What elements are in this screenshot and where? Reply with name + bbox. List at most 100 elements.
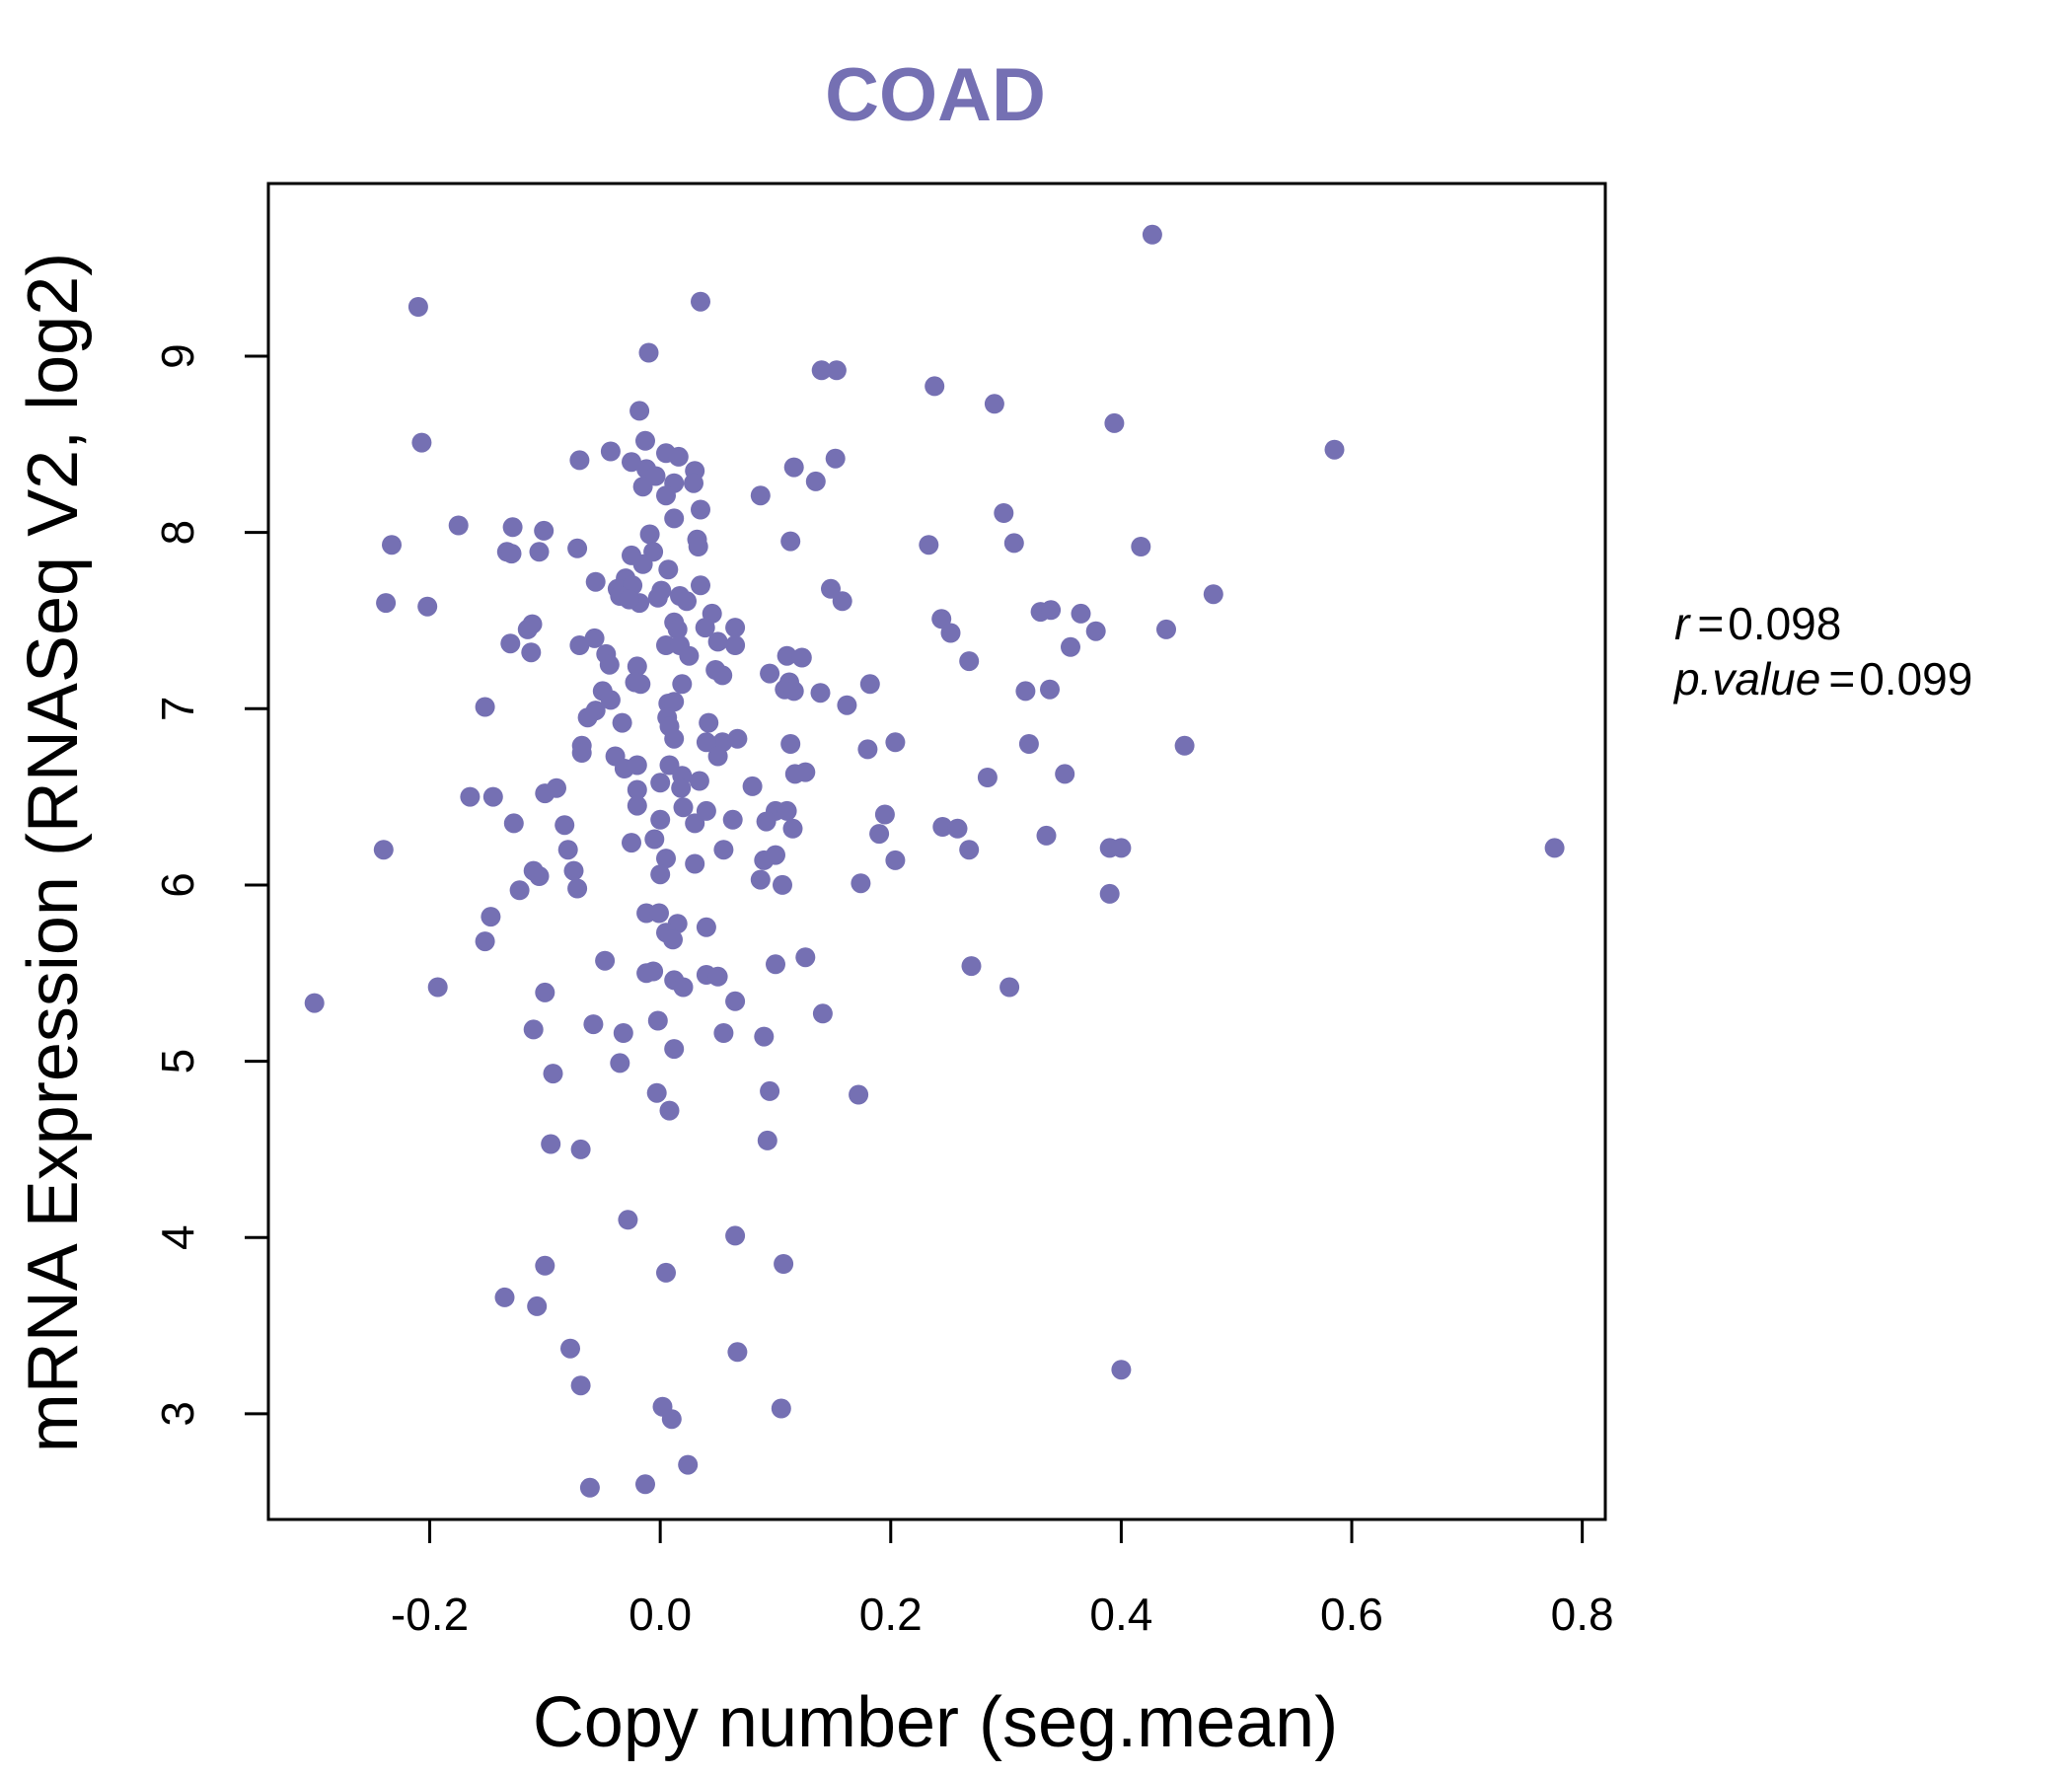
data-point: [1041, 600, 1062, 621]
data-point: [773, 874, 792, 895]
data-point: [500, 633, 521, 654]
data-point: [1203, 584, 1223, 605]
data-point: [760, 1080, 780, 1101]
data-point: [959, 651, 980, 672]
data-point: [812, 1003, 833, 1024]
data-point: [783, 681, 804, 702]
data-point: [627, 656, 647, 677]
data-point: [750, 869, 771, 890]
data-point: [805, 471, 826, 491]
data-point: [795, 947, 816, 968]
data-point: [760, 663, 780, 684]
data-point: [509, 880, 530, 901]
data-point: [529, 866, 550, 886]
svg-text:p.value=0.099: p.value =0.099: [1672, 653, 1972, 704]
y-tick-label: 7: [152, 697, 203, 722]
data-point: [869, 824, 890, 845]
p-label: p.value: [1672, 653, 1820, 704]
data-point: [947, 818, 968, 839]
x-tick-label: 0.8: [1551, 1589, 1614, 1640]
data-point: [713, 840, 734, 860]
data-point: [695, 618, 715, 638]
data-point: [672, 674, 693, 695]
data-point: [376, 593, 397, 614]
data-point: [571, 743, 592, 763]
data-point: [684, 473, 703, 493]
data-point: [931, 609, 952, 629]
data-point: [658, 559, 679, 580]
data-point: [304, 993, 325, 1013]
data-point: [713, 1023, 734, 1043]
data-point: [727, 728, 748, 749]
data-point: [618, 1210, 638, 1230]
data-point: [632, 477, 653, 497]
y-tick-label: 4: [152, 1224, 203, 1250]
data-point: [1111, 1360, 1132, 1380]
data-point: [627, 795, 647, 816]
data-point: [821, 578, 841, 599]
data-point: [685, 853, 705, 874]
data-point: [585, 571, 606, 592]
data-point: [407, 297, 428, 317]
data-point: [725, 635, 746, 655]
data-point: [612, 712, 632, 733]
data-point: [1544, 838, 1565, 858]
data-point: [555, 815, 575, 836]
data-point: [664, 508, 685, 529]
data-point: [725, 991, 746, 1011]
x-axis: -0.2 0.0 0.2 0.4 0.6 0.8: [391, 1517, 1614, 1640]
data-point: [595, 950, 616, 971]
data-point: [885, 732, 906, 753]
p-value: 0.099: [1859, 653, 1972, 704]
data-point: [639, 524, 660, 545]
data-point: [638, 342, 659, 363]
data-point: [664, 692, 685, 712]
data-point: [627, 755, 647, 776]
data-point: [673, 797, 694, 818]
data-point: [1061, 636, 1080, 657]
data-point: [1055, 764, 1075, 784]
data-point: [1131, 537, 1151, 556]
data-point: [560, 1338, 580, 1359]
data-point: [656, 485, 676, 506]
data-point: [689, 771, 709, 791]
data-point: [696, 917, 716, 937]
data-point: [627, 779, 647, 800]
data-point: [1085, 621, 1106, 641]
data-point: [656, 635, 676, 655]
data-point: [925, 376, 945, 397]
data-point: [837, 695, 857, 715]
data-point: [584, 628, 605, 648]
x-tick-label: -0.2: [391, 1589, 469, 1640]
data-point: [535, 1255, 555, 1276]
data-point: [699, 712, 719, 733]
data-point: [577, 707, 598, 728]
y-tick-label: 6: [152, 872, 203, 898]
data-point: [644, 829, 665, 850]
data-point: [567, 538, 588, 558]
data-point: [766, 845, 785, 865]
data-point: [757, 1130, 777, 1150]
chart-title: COAD: [825, 53, 1046, 137]
data-point: [874, 804, 895, 825]
data-point: [1040, 679, 1060, 700]
data-point: [417, 596, 438, 617]
data-point: [650, 809, 671, 830]
data-point: [622, 452, 641, 473]
data-point: [1156, 619, 1176, 639]
data-point: [570, 1139, 591, 1159]
data-point: [826, 360, 847, 381]
data-point: [635, 430, 655, 451]
data-point: [771, 1398, 791, 1419]
data-point: [777, 800, 797, 821]
data-point: [961, 956, 982, 977]
data-point: [810, 683, 831, 703]
data-point: [795, 762, 816, 782]
x-tick-label: 0.4: [1089, 1589, 1152, 1640]
data-point: [411, 432, 432, 453]
data-point: [707, 631, 728, 652]
data-point: [460, 786, 481, 807]
data-point: [671, 777, 692, 798]
data-point: [583, 1014, 604, 1035]
data-point: [600, 441, 621, 462]
